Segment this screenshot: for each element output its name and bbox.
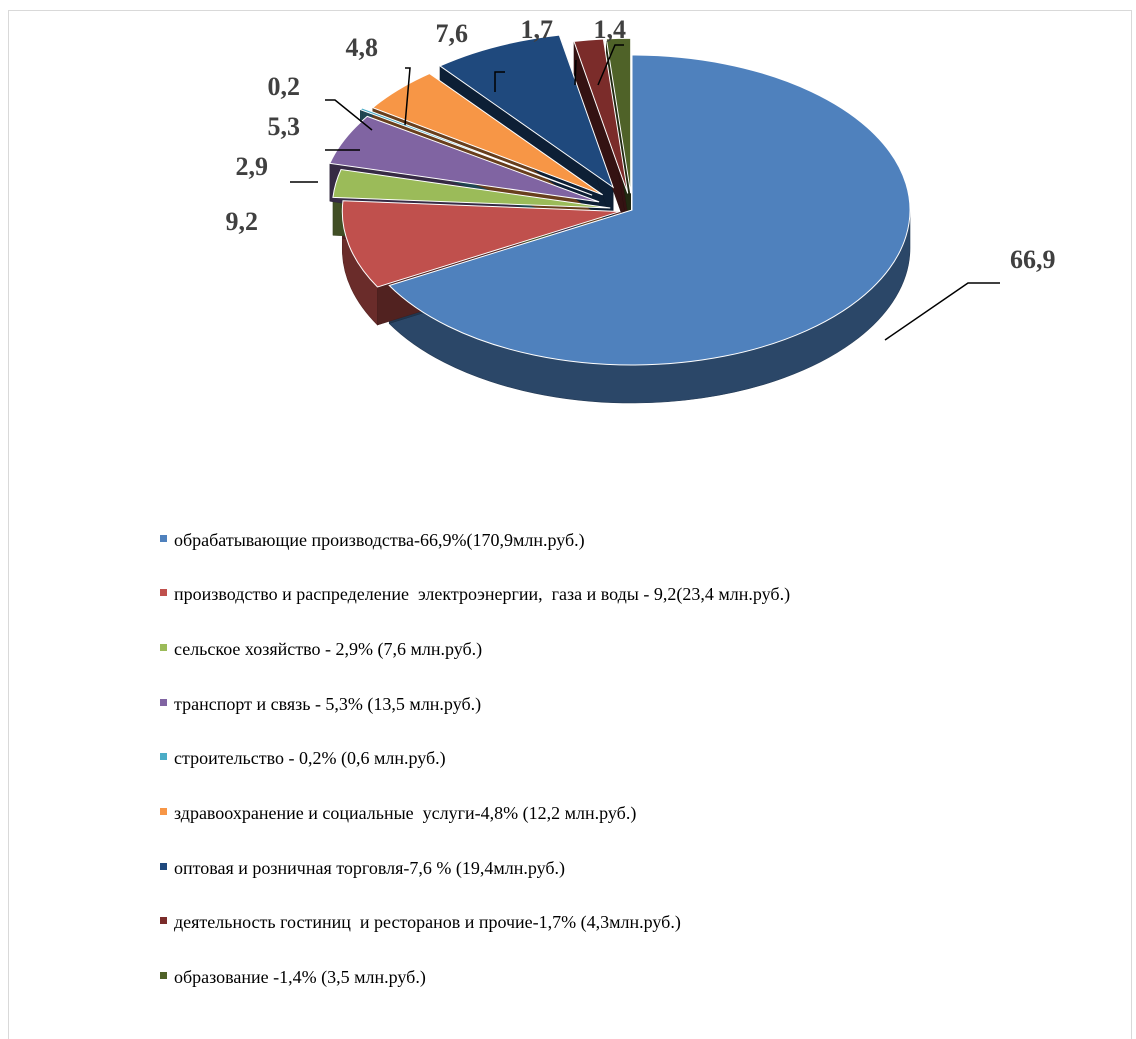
slice-6 — [438, 34, 615, 189]
legend-item: транспорт и связь - 5,3% (13,5 млн.руб.) — [160, 689, 790, 719]
slice-5 — [371, 72, 603, 196]
chart-frame — [8, 10, 1132, 1039]
data-label-0: 66,9 — [1010, 245, 1056, 274]
legend-swatch — [160, 753, 167, 761]
legend-item: оптовая и розничная торговля-7,6 % (19,4… — [160, 853, 790, 883]
slice-0 — [388, 54, 911, 366]
leader-line-5 — [404, 67, 411, 126]
legend-item: сельское хозяйство - 2,9% (7,6 млн.руб.) — [160, 634, 790, 664]
slice-8 — [605, 37, 632, 194]
leader-line-6 — [494, 71, 505, 92]
data-label-6: 7,6 — [436, 19, 469, 48]
legend-label: строительство - 0,2% (0,6 млн.руб.) — [174, 748, 446, 769]
data-label-7: 1,7 — [521, 15, 554, 44]
legend-item: строительство - 0,2% (0,6 млн.руб.) — [160, 744, 790, 774]
data-label-4: 0,2 — [268, 72, 301, 101]
legend-item: обрабатывающие производства-66,9%(170,9м… — [160, 525, 790, 555]
legend-swatch — [160, 534, 167, 542]
leader-line-4 — [325, 99, 373, 131]
data-label-8: 1,4 — [594, 15, 627, 44]
data-label-3: 5,3 — [268, 112, 301, 141]
legend-label: транспорт и связь - 5,3% (13,5 млн.руб.) — [174, 693, 482, 714]
legend-swatch — [160, 589, 167, 597]
legend-label: производство и распределение электроэнер… — [174, 584, 791, 605]
chart-legend: обрабатывающие производства-66,9%(170,9м… — [160, 525, 790, 1017]
data-label-1: 9,2 — [226, 207, 259, 236]
legend-label: здравоохранение и социальные услуги-4,8%… — [174, 802, 637, 823]
legend-item: деятельность гостиниц и ресторанов и про… — [160, 908, 790, 938]
legend-label: образование -1,4% (3,5 млн.руб.) — [174, 967, 426, 987]
legend-label: обрабатывающие производства-66,9%(170,9м… — [174, 529, 585, 550]
legend-label: сельское хозяйство - 2,9% (7,6 млн.руб.) — [174, 638, 483, 659]
data-label-2: 2,9 — [236, 152, 269, 181]
legend-label: оптовая и розничная торговля-7,6 % (19,4… — [174, 857, 566, 878]
leader-line-7 — [574, 59, 577, 86]
legend-swatch — [160, 643, 167, 651]
leader-line-0 — [884, 282, 1000, 341]
legend-swatch — [160, 972, 167, 979]
leader-line-8 — [597, 44, 624, 86]
slice-3 — [329, 115, 600, 203]
slice-tops — [329, 34, 911, 366]
legend-swatch — [160, 862, 167, 870]
data-labels: 66,9 9,2 2,9 5,3 0,2 4,8 7,6 1,7 1,4 — [226, 15, 1056, 341]
data-label-5: 4,8 — [346, 33, 379, 62]
legend-item: производство и распределение электроэнер… — [160, 580, 790, 610]
slice-1 — [341, 200, 621, 288]
pie-chart: 66,9 9,2 2,9 5,3 0,2 4,8 7,6 1,7 1,4 — [226, 15, 1056, 404]
legend-label: деятельность гостиниц и ресторанов и про… — [174, 912, 681, 933]
slice-7 — [573, 38, 629, 194]
slice-4 — [359, 107, 593, 196]
legend-swatch — [160, 807, 167, 815]
legend-swatch — [160, 917, 167, 925]
legend-swatch — [160, 698, 167, 706]
legend-item: образование -1,4% (3,5 млн.руб.) — [160, 963, 790, 993]
legend-item: здравоохранение и социальные услуги-4,8%… — [160, 798, 790, 828]
slice-2 — [332, 168, 611, 209]
